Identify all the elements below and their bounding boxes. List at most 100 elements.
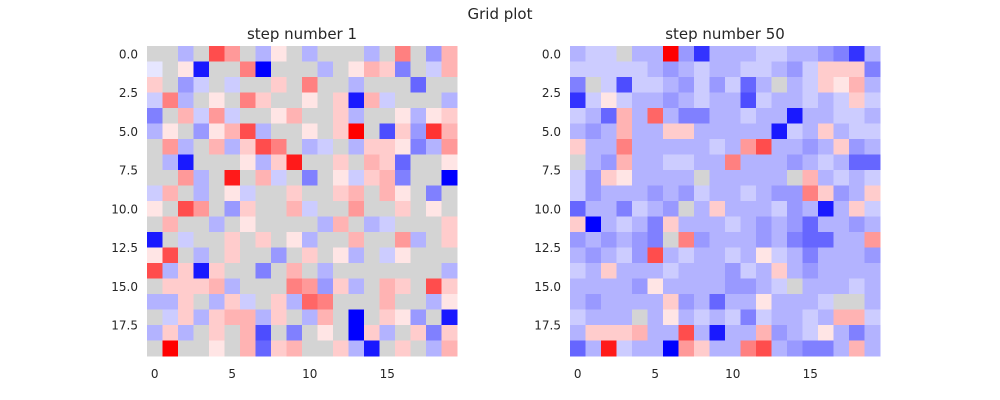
heatmap-cell bbox=[178, 325, 194, 341]
heatmap-cell bbox=[426, 309, 442, 326]
heatmap-cell bbox=[678, 340, 695, 357]
heatmap-cell bbox=[317, 92, 334, 109]
y-tick-label: 2.5 bbox=[542, 86, 561, 100]
heatmap-cell bbox=[317, 247, 334, 264]
heatmap-cell bbox=[364, 185, 380, 202]
heatmap-cell bbox=[678, 247, 695, 264]
heatmap-cell bbox=[647, 61, 664, 78]
heatmap-cell bbox=[178, 123, 194, 140]
heatmap-cell bbox=[709, 92, 726, 109]
heatmap-cell bbox=[286, 77, 303, 93]
heatmap-cell bbox=[426, 294, 442, 310]
heatmap-cell bbox=[802, 309, 819, 326]
heatmap-cell bbox=[364, 170, 380, 186]
x-tick-label: 0 bbox=[574, 367, 582, 381]
heatmap-cell bbox=[147, 46, 163, 62]
heatmap-cell bbox=[818, 154, 834, 171]
heatmap-cell bbox=[585, 61, 602, 78]
heatmap-cell bbox=[224, 201, 241, 217]
heatmap-cell bbox=[302, 170, 318, 186]
heatmap-cell bbox=[410, 201, 427, 217]
heatmap-cell bbox=[364, 263, 380, 279]
heatmap-cell bbox=[771, 185, 788, 202]
heatmap-cell bbox=[395, 139, 411, 155]
heatmap-cell bbox=[678, 46, 695, 62]
heatmap-cell bbox=[209, 216, 225, 233]
heatmap-cell bbox=[317, 123, 334, 140]
heatmap-cell bbox=[193, 154, 210, 171]
heatmap-cell bbox=[694, 77, 710, 93]
heatmap-cell bbox=[209, 340, 225, 357]
heatmap-cell bbox=[178, 185, 194, 202]
heatmap-cell bbox=[740, 232, 757, 248]
heatmap-cell bbox=[632, 108, 648, 124]
heatmap-cell bbox=[147, 201, 163, 217]
heatmap-cell bbox=[678, 92, 695, 109]
heatmap-cell bbox=[348, 263, 365, 279]
heatmap-cell bbox=[849, 340, 865, 357]
heatmap-cell bbox=[364, 46, 380, 62]
heatmap-cell bbox=[410, 247, 427, 264]
heatmap-cell bbox=[709, 170, 726, 186]
heatmap-cell bbox=[147, 232, 163, 248]
heatmap-cell bbox=[570, 77, 586, 93]
heatmap-cell bbox=[271, 123, 287, 140]
y-tick-label: 17.5 bbox=[111, 319, 138, 333]
heatmap-cell bbox=[441, 154, 458, 171]
heatmap-cell bbox=[240, 92, 256, 109]
heatmap-cell bbox=[240, 139, 256, 155]
heatmap-cell bbox=[302, 340, 318, 357]
heatmap-cell bbox=[570, 232, 586, 248]
heatmap-cell bbox=[348, 232, 365, 248]
y-tick-label: 17.5 bbox=[534, 319, 561, 333]
heatmap-cell bbox=[833, 170, 850, 186]
heatmap-cell bbox=[678, 123, 695, 140]
heatmap-cell bbox=[756, 92, 772, 109]
heatmap-cell bbox=[771, 123, 788, 140]
heatmap-cell bbox=[286, 247, 303, 264]
heatmap-cell bbox=[756, 154, 772, 171]
heatmap-cell bbox=[756, 278, 772, 295]
heatmap-cell bbox=[379, 201, 396, 217]
heatmap-cell bbox=[802, 232, 819, 248]
heatmap-cell bbox=[771, 263, 788, 279]
heatmap-cell bbox=[756, 294, 772, 310]
heatmap-cell bbox=[302, 61, 318, 78]
heatmap-cell bbox=[147, 92, 163, 109]
heatmap-cell bbox=[570, 294, 586, 310]
figure-title: Grid plot bbox=[467, 5, 533, 23]
heatmap-cell bbox=[647, 201, 664, 217]
heatmap-cell bbox=[632, 340, 648, 357]
heatmap-cell bbox=[585, 139, 602, 155]
heatmap-cell bbox=[426, 232, 442, 248]
heatmap-cell bbox=[193, 340, 210, 357]
heatmap-cell bbox=[209, 232, 225, 248]
heatmap-cell bbox=[333, 61, 349, 78]
heatmap-cell bbox=[678, 108, 695, 124]
heatmap-cell bbox=[271, 61, 287, 78]
heatmap-cell bbox=[725, 216, 741, 233]
heatmap-cell bbox=[410, 185, 427, 202]
heatmap-cell bbox=[601, 61, 617, 78]
heatmap-cell bbox=[209, 263, 225, 279]
panel-title: step number 1 bbox=[247, 25, 357, 43]
heatmap-cell bbox=[818, 46, 834, 62]
heatmap-cell bbox=[616, 123, 633, 140]
heatmap-cell bbox=[162, 108, 179, 124]
heatmap-cell bbox=[410, 108, 427, 124]
heatmap-cell bbox=[725, 46, 741, 62]
heatmap-cell bbox=[585, 123, 602, 140]
heatmap-cell bbox=[725, 108, 741, 124]
heatmap-cell bbox=[570, 247, 586, 264]
heatmap-cell bbox=[787, 170, 803, 186]
heatmap-panel-2: step number 50 0 5 10 15 0.0 2.5 5.0 7.5 10.0 12.5… bbox=[534, 25, 881, 381]
heatmap-cell bbox=[647, 139, 664, 155]
heatmap-cell bbox=[833, 108, 850, 124]
heatmap-cell bbox=[286, 46, 303, 62]
heatmap-cell bbox=[663, 108, 679, 124]
heatmap-cell bbox=[395, 278, 411, 295]
heatmap-cell bbox=[787, 201, 803, 217]
heatmap-cell bbox=[162, 278, 179, 295]
heatmap-cell bbox=[709, 46, 726, 62]
heatmap-cell bbox=[395, 61, 411, 78]
